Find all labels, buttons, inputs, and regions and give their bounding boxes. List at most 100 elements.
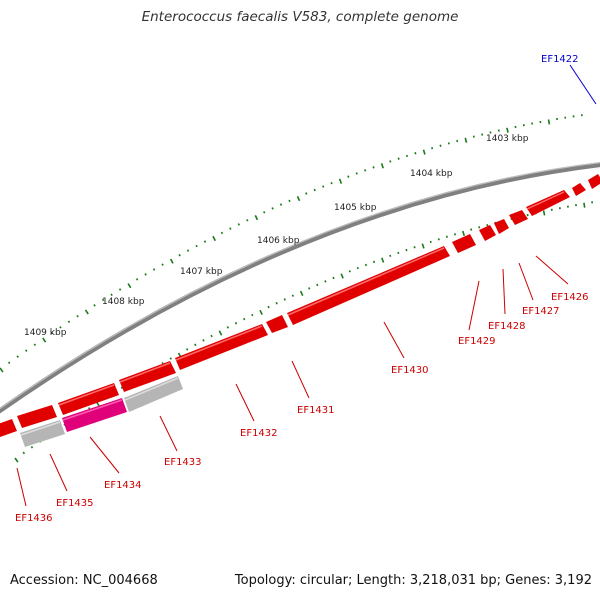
tick-mark bbox=[93, 304, 96, 307]
tick-mark bbox=[429, 240, 432, 244]
gene-label-ef1434[interactable]: EF1434 bbox=[104, 480, 142, 491]
tick-mark bbox=[7, 361, 11, 364]
gene-label-ef1429[interactable]: EF1429 bbox=[458, 336, 496, 347]
outer-tick-ring bbox=[0, 114, 583, 373]
gene-label-ef1432[interactable]: EF1432 bbox=[240, 428, 278, 439]
tick-mark bbox=[33, 343, 37, 346]
gene-feature-ef1432[interactable] bbox=[175, 324, 268, 370]
tick-mark bbox=[542, 210, 546, 216]
tick-mark bbox=[405, 154, 409, 158]
tick-mark bbox=[547, 119, 551, 125]
gene-feature-ef1428[interactable] bbox=[526, 190, 570, 216]
tick-mark bbox=[431, 146, 434, 150]
gene-label-ef1433[interactable]: EF1433 bbox=[164, 457, 202, 468]
tick-mark bbox=[234, 321, 238, 325]
tick-mark bbox=[397, 157, 400, 160]
tick-mark bbox=[242, 317, 246, 321]
gene-label-ef1435[interactable]: EF1435 bbox=[56, 498, 94, 509]
gene-feature-ef1429b[interactable] bbox=[479, 225, 496, 241]
tick-mark bbox=[486, 223, 489, 227]
tick-mark bbox=[178, 253, 181, 257]
map-title: Enterococcus faecalis V583, complete gen… bbox=[141, 9, 459, 25]
tick-mark bbox=[405, 248, 408, 252]
tick-mark bbox=[453, 233, 457, 236]
tick-mark bbox=[135, 278, 139, 281]
gene-label-ef1426[interactable]: EF1426 bbox=[551, 292, 589, 303]
gene-feature-ef1433[interactable] bbox=[124, 376, 183, 412]
gene-label-ef1422[interactable]: EF1422 bbox=[541, 54, 579, 65]
tick-mark bbox=[413, 246, 416, 249]
tick-mark bbox=[389, 254, 392, 257]
tick-mark bbox=[356, 266, 359, 270]
gene-feature-ef1436[interactable] bbox=[0, 419, 17, 437]
gene-feature-ef1431[interactable] bbox=[266, 315, 288, 333]
tick-mark bbox=[380, 163, 384, 169]
tick-mark bbox=[464, 137, 468, 143]
tick-mark bbox=[259, 309, 263, 315]
tick-mark bbox=[338, 178, 343, 184]
tick-mark bbox=[381, 257, 385, 263]
gene-feature-ef1435[interactable] bbox=[20, 420, 65, 447]
kbp-label-1409: 1409 kbp bbox=[24, 328, 67, 338]
gene-feature-ef1433f[interactable] bbox=[58, 383, 119, 415]
tick-mark bbox=[322, 185, 325, 188]
tick-mark bbox=[210, 334, 213, 338]
accession-text: Accession: NC_004668 bbox=[10, 573, 158, 588]
gene-feature-ef1430[interactable] bbox=[287, 246, 450, 325]
tick-mark bbox=[437, 238, 440, 241]
tick-mark bbox=[263, 211, 266, 214]
gene-label-ef1427[interactable]: EF1427 bbox=[522, 306, 560, 317]
tick-mark bbox=[212, 235, 217, 242]
tick-mark bbox=[67, 320, 71, 324]
gene-feature-ef1434[interactable] bbox=[62, 398, 127, 432]
tick-mark bbox=[237, 223, 241, 226]
tick-mark bbox=[42, 337, 47, 343]
tick-mark bbox=[84, 309, 89, 315]
tick-mark bbox=[439, 144, 442, 147]
tick-mark bbox=[279, 203, 283, 206]
kbp-label-1407: 1407 kbp bbox=[180, 267, 223, 277]
tick-mark bbox=[251, 313, 254, 317]
tick-mark bbox=[372, 260, 376, 264]
tick-mark bbox=[22, 451, 26, 455]
gene-label-ef1430[interactable]: EF1430 bbox=[391, 365, 429, 376]
gene-feature-ef1429[interactable] bbox=[494, 219, 509, 234]
gene-feature-ef1435f[interactable] bbox=[17, 405, 57, 428]
tick-mark bbox=[324, 280, 327, 283]
gene-label-ef1431[interactable]: EF1431 bbox=[297, 405, 335, 416]
gene-label-ef1436[interactable]: EF1436 bbox=[15, 513, 53, 524]
tick-mark bbox=[16, 355, 19, 358]
tick-mark bbox=[226, 326, 230, 329]
tick-mark bbox=[447, 142, 450, 145]
tick-mark bbox=[169, 357, 172, 360]
tick-mark bbox=[308, 287, 311, 290]
tick-mark bbox=[470, 228, 473, 231]
tick-mark bbox=[283, 298, 286, 301]
tick-mark bbox=[186, 249, 190, 252]
tick-mark bbox=[59, 326, 62, 329]
tick-mark bbox=[497, 129, 500, 132]
tick-mark bbox=[296, 195, 301, 202]
tick-mark bbox=[347, 175, 350, 178]
tick-mark bbox=[481, 133, 484, 136]
gene-feature-ef1426[interactable] bbox=[588, 174, 600, 189]
tick-mark bbox=[25, 349, 28, 352]
gene-feature-ef1428b[interactable] bbox=[509, 210, 528, 225]
gene-feature-ef1432b[interactable] bbox=[119, 361, 176, 392]
tick-mark bbox=[313, 188, 316, 192]
tick-mark bbox=[267, 305, 270, 309]
gene-feature-ef1430b[interactable] bbox=[452, 234, 476, 253]
tick-mark bbox=[220, 231, 224, 235]
tick-mark bbox=[364, 169, 367, 172]
tick-mark bbox=[421, 243, 425, 249]
tick-mark bbox=[271, 207, 274, 210]
kbp-label-1405: 1405 kbp bbox=[334, 203, 377, 213]
tick-mark bbox=[152, 268, 156, 271]
tick-mark bbox=[291, 294, 295, 297]
gene-feature-ef1427[interactable] bbox=[572, 183, 586, 196]
gene-label-ef1428[interactable]: EF1428 bbox=[488, 321, 526, 332]
tick-mark bbox=[506, 127, 509, 133]
tick-mark bbox=[275, 301, 278, 305]
tick-mark bbox=[389, 160, 392, 163]
